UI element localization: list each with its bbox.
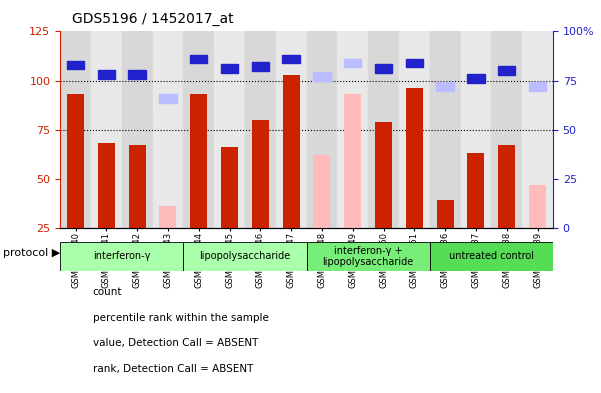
Bar [252, 62, 269, 71]
Bar [159, 94, 177, 103]
Text: lipopolysaccharide: lipopolysaccharide [200, 252, 290, 261]
Bar [98, 143, 115, 228]
Bar [399, 31, 430, 228]
Bar [313, 72, 331, 81]
Bar [498, 66, 515, 75]
Text: rank, Detection Call = ABSENT: rank, Detection Call = ABSENT [93, 364, 253, 374]
Bar [436, 82, 454, 91]
Bar [522, 31, 553, 228]
Bar [375, 122, 392, 228]
Bar [430, 242, 553, 271]
Text: untreated control: untreated control [449, 252, 534, 261]
Bar [498, 145, 515, 228]
Bar [344, 59, 361, 67]
Text: interferon-γ +
lipopolysaccharide: interferon-γ + lipopolysaccharide [323, 246, 413, 267]
Text: percentile rank within the sample: percentile rank within the sample [93, 313, 269, 323]
Bar [190, 55, 207, 63]
Bar [368, 31, 399, 228]
Text: protocol ▶: protocol ▶ [3, 248, 60, 259]
Bar [437, 200, 454, 228]
Bar [406, 88, 423, 228]
Bar [60, 31, 91, 228]
Bar [491, 31, 522, 228]
Bar [282, 55, 300, 63]
Bar [98, 70, 115, 79]
Bar [91, 31, 121, 228]
Bar [468, 74, 484, 83]
Bar [183, 242, 307, 271]
Bar [307, 242, 430, 271]
Bar [67, 61, 84, 69]
Text: value, Detection Call = ABSENT: value, Detection Call = ABSENT [93, 338, 258, 349]
Bar [529, 185, 546, 228]
Text: GDS5196 / 1452017_at: GDS5196 / 1452017_at [72, 11, 234, 26]
Bar [129, 70, 145, 79]
Bar [183, 31, 214, 228]
Bar [60, 242, 183, 271]
Bar [314, 155, 331, 228]
Bar [214, 31, 245, 228]
Bar [191, 94, 207, 228]
Bar [153, 31, 183, 228]
Text: interferon-γ: interferon-γ [93, 252, 150, 261]
Bar [129, 145, 145, 228]
Bar [337, 31, 368, 228]
Bar [276, 31, 307, 228]
Bar [307, 31, 337, 228]
Bar [245, 31, 276, 228]
Bar [468, 153, 484, 228]
Bar [430, 31, 460, 228]
Bar [406, 59, 423, 67]
Bar [121, 31, 153, 228]
Text: count: count [93, 287, 122, 298]
Bar [159, 206, 176, 228]
Bar [221, 147, 238, 228]
Bar [375, 64, 392, 73]
Bar [221, 64, 238, 73]
Bar [344, 94, 361, 228]
Bar [282, 75, 299, 228]
Bar [529, 82, 546, 91]
Bar [252, 120, 269, 228]
Bar [460, 31, 491, 228]
Bar [67, 94, 84, 228]
